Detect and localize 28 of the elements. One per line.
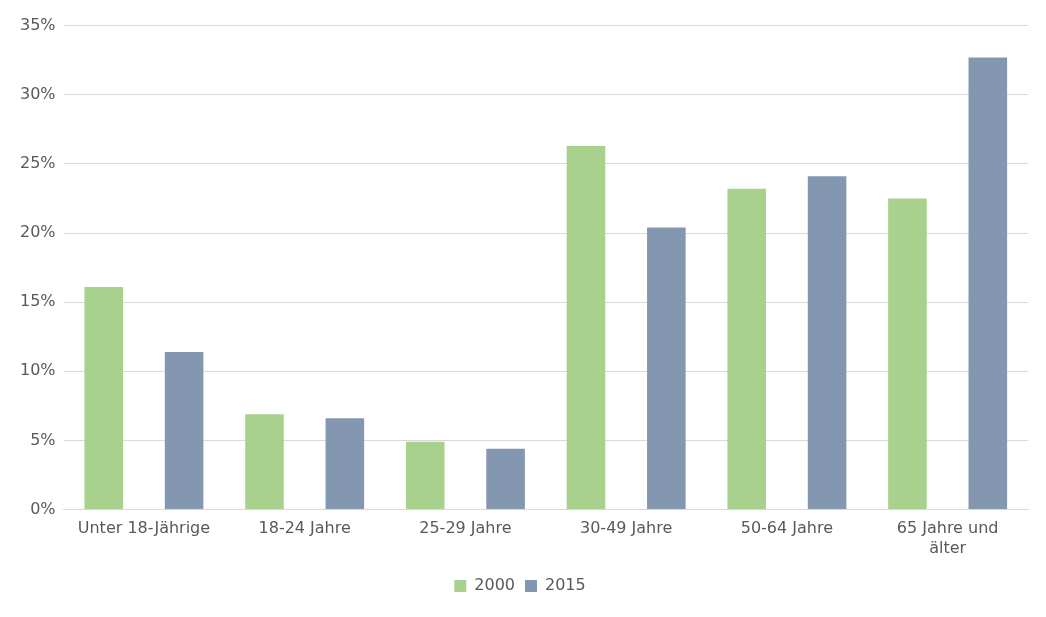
legend-label: 2015 — [545, 575, 586, 595]
y-tick-label: 20% — [20, 222, 56, 242]
bar — [807, 176, 847, 510]
bar — [968, 57, 1008, 510]
bar — [888, 198, 927, 510]
y-tick-label: 30% — [20, 83, 56, 103]
bar — [325, 418, 365, 510]
bar — [486, 448, 525, 510]
y-tick-label: 15% — [20, 291, 56, 311]
y-tick-label: 10% — [20, 360, 56, 380]
legend-label: 2000 — [474, 575, 515, 595]
x-tick-label: 50-64 Jahre — [740, 518, 834, 538]
y-tick-label: 25% — [20, 153, 56, 173]
bar — [566, 145, 606, 510]
bar — [405, 441, 445, 510]
bar — [84, 286, 124, 510]
x-tick-label: 18-24 Jahre — [258, 518, 351, 538]
y-tick-label: 35% — [20, 14, 56, 34]
x-tick-label: 65 Jahre und älter — [896, 518, 999, 557]
bar — [727, 188, 766, 510]
bar — [647, 227, 686, 510]
y-tick-label: 0% — [30, 498, 56, 518]
x-tick-label: Unter 18-Jährige — [77, 518, 211, 538]
x-tick-label: 30-49 Jahre — [579, 518, 673, 538]
y-tick-label: 5% — [30, 429, 56, 449]
x-tick-label: 25-29 Jahre — [419, 518, 512, 538]
bar — [245, 414, 284, 510]
bar — [164, 351, 204, 510]
